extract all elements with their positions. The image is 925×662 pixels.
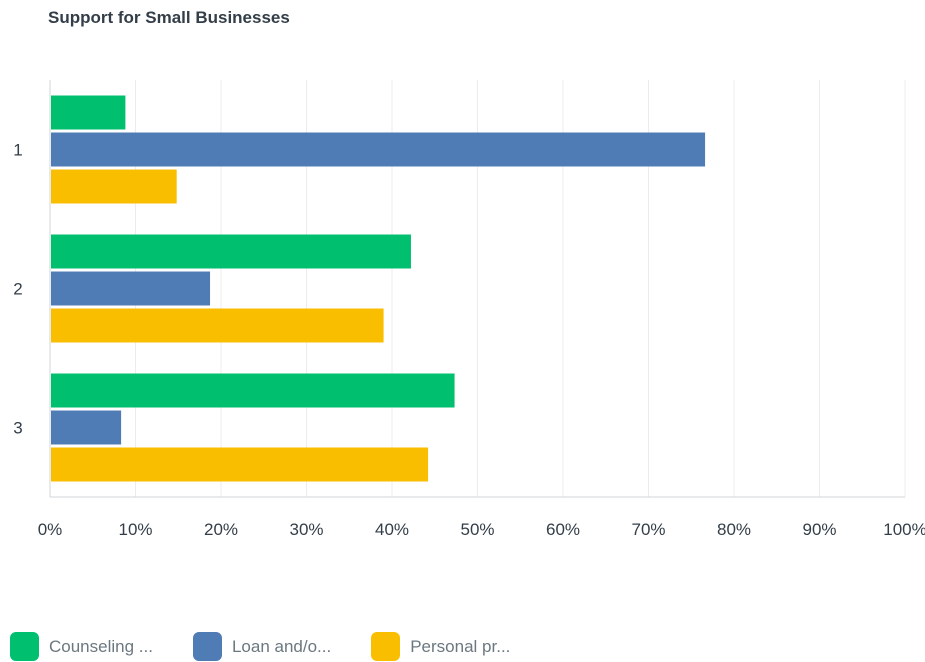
y-tick-label: 2 [13, 280, 22, 299]
legend-swatch-loan [192, 632, 222, 661]
y-tick-label: 3 [13, 419, 22, 438]
bar [51, 410, 122, 445]
x-tick-label: 30% [289, 520, 323, 539]
legend-label-counseling: Counseling ... [49, 636, 153, 656]
bar [51, 132, 706, 167]
legend-item-loan[interactable]: Loan and/o... [192, 632, 332, 661]
x-tick-label: 90% [802, 520, 836, 539]
x-tick-label: 0% [38, 520, 63, 539]
x-tick-label: 40% [375, 520, 409, 539]
bar [51, 447, 429, 482]
chart-title: Support for Small Businesses [48, 8, 290, 27]
x-tick-label: 50% [460, 520, 494, 539]
x-tick-label: 20% [204, 520, 238, 539]
legend-label-personal: Personal pr... [410, 636, 511, 656]
legend-swatch-personal [371, 632, 401, 661]
x-tick-label: 70% [631, 520, 665, 539]
legend-swatch-counseling [10, 632, 39, 661]
bar [51, 234, 411, 269]
x-tick-label: 10% [118, 520, 152, 539]
x-tick-label: 80% [717, 520, 751, 539]
bar [51, 95, 126, 130]
bar [51, 271, 211, 306]
y-tick-label: 1 [13, 141, 22, 160]
x-tick-label: 100% [883, 520, 925, 539]
legend: Counseling ... Loan and/o... Personal pr… [10, 632, 550, 661]
bar [51, 169, 177, 204]
legend-item-personal[interactable]: Personal pr... [371, 632, 510, 661]
bar [51, 308, 384, 343]
bar [51, 373, 455, 408]
legend-item-counseling[interactable]: Counseling ... [10, 632, 153, 661]
x-tick-label: 60% [546, 520, 580, 539]
legend-label-loan: Loan and/o... [231, 636, 332, 656]
